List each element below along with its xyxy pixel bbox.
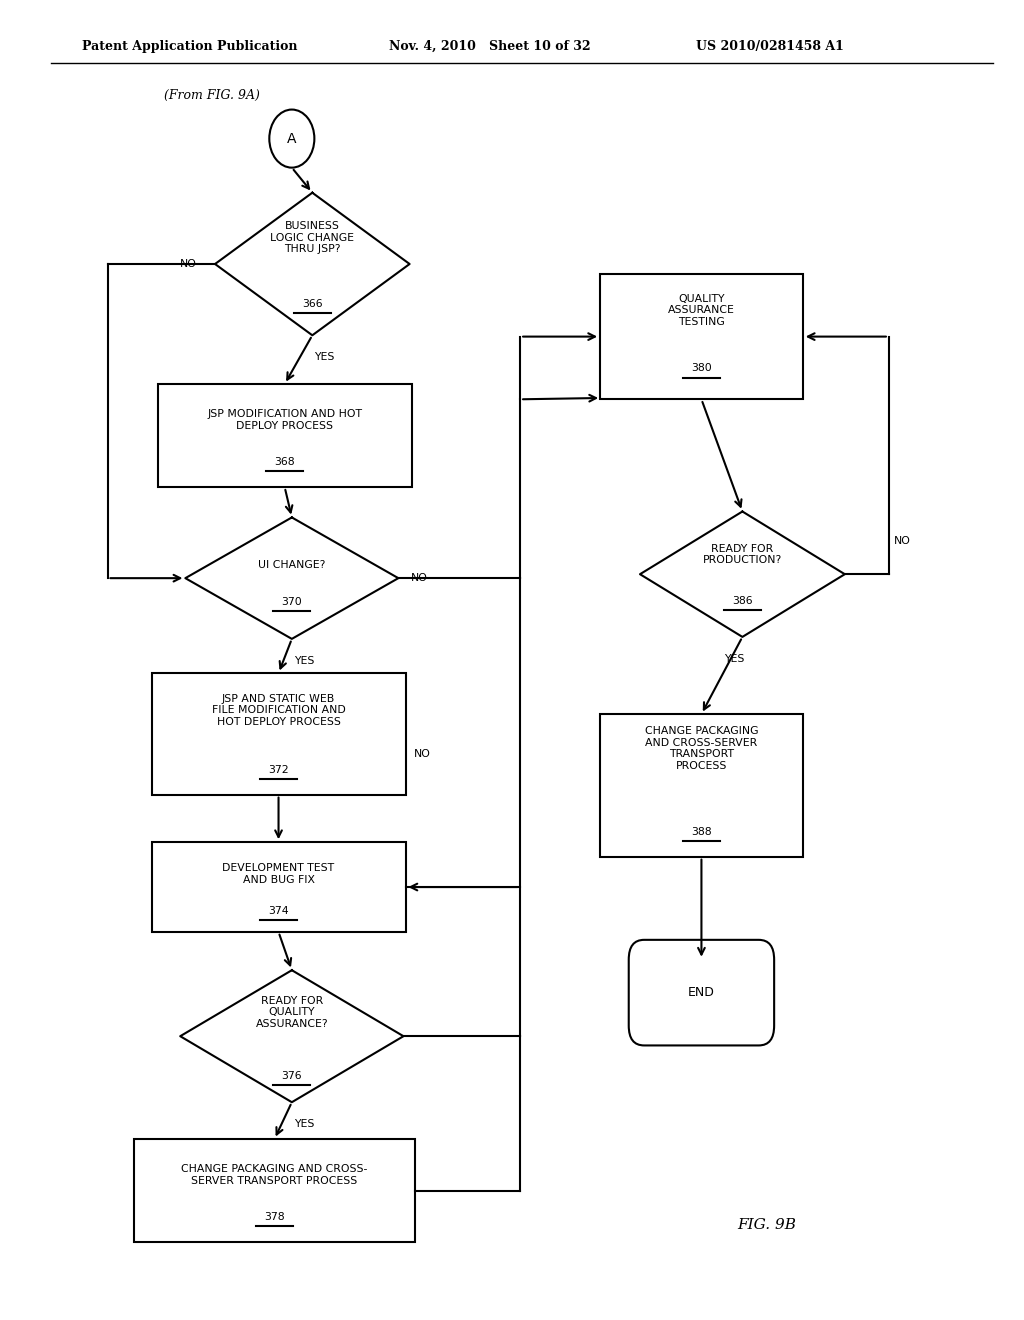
Text: READY FOR
QUALITY
ASSURANCE?: READY FOR QUALITY ASSURANCE? (256, 995, 328, 1030)
Bar (133, 1139, 416, 1242)
Text: YES: YES (294, 1119, 314, 1130)
Text: 378: 378 (264, 1212, 285, 1222)
Text: NO: NO (894, 536, 910, 546)
Text: 374: 374 (268, 906, 289, 916)
Text: US 2010/0281458 A1: US 2010/0281458 A1 (696, 40, 844, 53)
Text: BUSINESS
LOGIC CHANGE
THRU JSP?: BUSINESS LOGIC CHANGE THRU JSP? (270, 220, 354, 255)
Bar (600, 275, 803, 399)
Text: CHANGE PACKAGING
AND CROSS-SERVER
TRANSPORT
PROCESS: CHANGE PACKAGING AND CROSS-SERVER TRANSP… (645, 726, 758, 771)
Text: NO: NO (414, 748, 430, 759)
Text: 388: 388 (691, 826, 712, 837)
Text: YES: YES (314, 352, 335, 363)
Text: (From FIG. 9A): (From FIG. 9A) (164, 88, 260, 102)
Bar (152, 673, 406, 795)
Text: DEVELOPMENT TEST
AND BUG FIX: DEVELOPMENT TEST AND BUG FIX (222, 863, 335, 884)
Text: FIG. 9B: FIG. 9B (737, 1218, 797, 1232)
Text: QUALITY
ASSURANCE
TESTING: QUALITY ASSURANCE TESTING (668, 293, 735, 327)
Text: 386: 386 (732, 595, 753, 606)
Text: UI CHANGE?: UI CHANGE? (258, 560, 326, 570)
Text: 366: 366 (302, 298, 323, 309)
Text: NO: NO (180, 259, 197, 269)
Bar (152, 842, 406, 932)
Text: 370: 370 (282, 597, 302, 607)
Text: 372: 372 (268, 764, 289, 775)
Text: READY FOR
PRODUCTION?: READY FOR PRODUCTION? (702, 544, 782, 565)
Text: JSP MODIFICATION AND HOT
DEPLOY PROCESS: JSP MODIFICATION AND HOT DEPLOY PROCESS (207, 409, 362, 430)
Text: YES: YES (724, 655, 744, 664)
Bar (600, 714, 803, 857)
FancyBboxPatch shape (629, 940, 774, 1045)
Text: END: END (688, 986, 715, 999)
Circle shape (269, 110, 314, 168)
Text: A: A (287, 132, 297, 145)
Text: JSP AND STATIC WEB
FILE MODIFICATION AND
HOT DEPLOY PROCESS: JSP AND STATIC WEB FILE MODIFICATION AND… (212, 693, 345, 727)
Text: CHANGE PACKAGING AND CROSS-
SERVER TRANSPORT PROCESS: CHANGE PACKAGING AND CROSS- SERVER TRANS… (181, 1164, 368, 1185)
Bar (158, 384, 412, 487)
Text: 368: 368 (274, 457, 295, 467)
Text: 376: 376 (282, 1071, 302, 1081)
Text: Nov. 4, 2010   Sheet 10 of 32: Nov. 4, 2010 Sheet 10 of 32 (389, 40, 591, 53)
Text: Patent Application Publication: Patent Application Publication (82, 40, 297, 53)
Text: YES: YES (294, 656, 314, 667)
Text: NO: NO (411, 573, 427, 583)
Text: 380: 380 (691, 363, 712, 374)
